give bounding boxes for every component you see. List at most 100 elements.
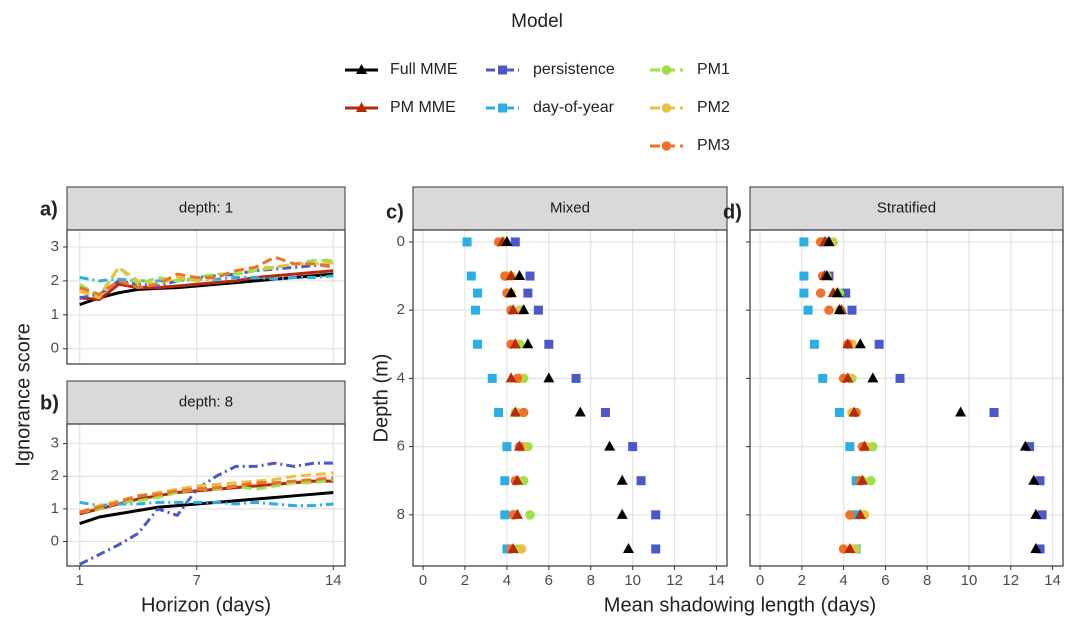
- marker-triangle: [505, 270, 517, 281]
- panel-label: b): [40, 392, 59, 414]
- y-tick-label: 2: [51, 272, 59, 289]
- marker-triangle: [513, 270, 525, 281]
- strip: [412, 186, 728, 231]
- panel-border: [412, 229, 728, 567]
- marker-triangle: [507, 542, 519, 553]
- marker-triangle: [543, 372, 555, 383]
- y-tick-label: 2: [51, 467, 59, 484]
- x-axis-title: Mean shadowing length (days): [604, 594, 876, 616]
- series-line: [79, 471, 334, 514]
- marker-square: [470, 305, 480, 315]
- marker-square: [500, 476, 510, 486]
- x-tick-label: 2: [461, 572, 469, 589]
- marker-square: [498, 103, 507, 113]
- marker-triangle: [509, 406, 521, 417]
- x-tick-label: 12: [1002, 572, 1019, 589]
- x-tick-label: 6: [881, 572, 889, 589]
- legend-label: PM1: [697, 61, 730, 78]
- marker-triangle: [505, 287, 517, 298]
- plot-area: [79, 461, 334, 566]
- marker-triangle: [842, 338, 854, 349]
- marker-square: [851, 510, 861, 520]
- plot-area: [78, 255, 334, 307]
- marker-triangle: [854, 338, 866, 349]
- x-tick-label: 4: [839, 572, 847, 589]
- series-line: [79, 500, 334, 508]
- marker-square: [799, 271, 809, 281]
- marker-triangle: [831, 287, 843, 298]
- marker-triangle: [955, 406, 967, 417]
- marker-circle: [845, 510, 855, 520]
- plot-area: [799, 235, 1047, 554]
- legend-label: day-of-year: [533, 99, 615, 116]
- marker-triangle: [854, 508, 866, 519]
- panel-label: d): [723, 201, 742, 223]
- marker-triangle: [859, 440, 871, 451]
- series-line: [79, 255, 334, 296]
- x-tick-label: 14: [325, 572, 342, 589]
- marker-square: [544, 339, 554, 349]
- strip: [749, 186, 1064, 231]
- x-tick-label: 8: [923, 572, 931, 589]
- marker-circle: [866, 475, 876, 486]
- marker-square: [533, 305, 543, 315]
- legend-label: persistence: [533, 61, 615, 78]
- marker-triangle: [511, 474, 523, 485]
- marker-square: [498, 65, 507, 75]
- plot-area: [462, 235, 661, 554]
- y-tick-label: 2: [397, 301, 405, 318]
- panel-label: a): [40, 198, 58, 220]
- marker-square: [494, 407, 504, 417]
- panel-border: [66, 229, 346, 365]
- panel-border: [749, 229, 1064, 567]
- marker-square: [895, 373, 905, 383]
- x-tick-label: 4: [503, 572, 511, 589]
- y-tick-label: 0: [51, 340, 59, 357]
- marker-triangle: [574, 406, 586, 417]
- y-axis-title: Ignorance score: [12, 323, 34, 466]
- marker-triangle: [616, 508, 628, 519]
- strip-title: Mixed: [550, 199, 590, 216]
- marker-triangle: [356, 64, 367, 74]
- marker-square: [500, 510, 510, 520]
- marker-triangle: [356, 102, 367, 112]
- legend-item: PM1: [650, 61, 730, 78]
- marker-square: [874, 339, 884, 349]
- marker-triangle: [856, 474, 868, 485]
- marker-square: [841, 288, 851, 298]
- legend-label: PM MME: [390, 99, 456, 116]
- marker-triangle: [518, 304, 530, 315]
- marker-square: [636, 476, 646, 486]
- marker-square: [473, 288, 483, 298]
- x-tick-label: 0: [419, 572, 427, 589]
- marker-square: [847, 305, 857, 315]
- plot-background: [750, 230, 1063, 566]
- x-tick-label: 10: [624, 572, 641, 589]
- y-tick-label: 8: [397, 506, 405, 523]
- x-tick-label: 12: [666, 572, 683, 589]
- marker-triangle: [501, 235, 513, 246]
- marker-square: [487, 373, 497, 383]
- marker-square: [523, 288, 533, 298]
- marker-circle: [824, 305, 834, 315]
- y-tick-label: 6: [397, 438, 405, 455]
- legend-item: Full MME: [345, 61, 458, 78]
- marker-circle: [661, 141, 672, 151]
- plot-background: [413, 230, 727, 566]
- marker-triangle: [833, 304, 845, 315]
- marker-square: [1025, 442, 1035, 452]
- marker-square: [799, 288, 809, 298]
- marker-triangle: [823, 235, 835, 246]
- y-tick-label: 0: [397, 233, 405, 250]
- marker-square: [473, 339, 483, 349]
- marker-triangle: [505, 372, 517, 383]
- strip: [66, 380, 346, 425]
- marker-triangle: [867, 372, 879, 383]
- marker-square: [799, 237, 809, 247]
- x-tick-label: 1: [76, 572, 84, 589]
- marker-square: [571, 373, 581, 383]
- marker-circle: [815, 288, 826, 298]
- marker-square: [818, 373, 828, 383]
- marker-triangle: [513, 440, 525, 451]
